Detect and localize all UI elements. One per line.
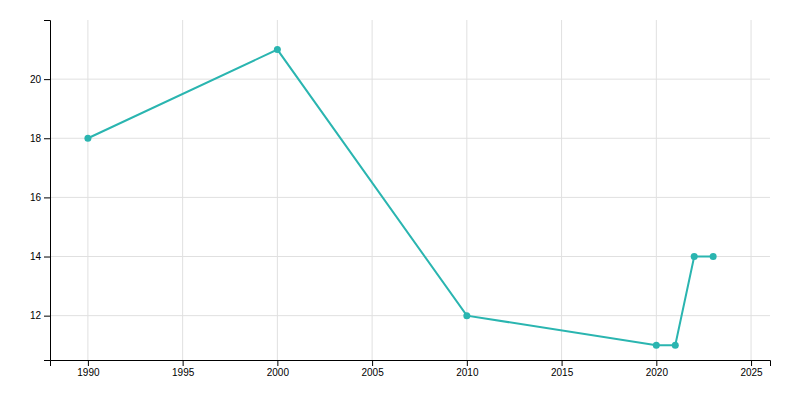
grid-line-y — [50, 315, 770, 316]
x-axis-line — [51, 361, 771, 367]
point — [653, 342, 660, 349]
y-tick-mark — [44, 197, 50, 198]
point — [274, 46, 281, 53]
x-tick: 2015 — [551, 360, 574, 378]
y-tick: 16 — [30, 192, 50, 203]
x-tick-label: 2005 — [361, 367, 384, 378]
point — [710, 253, 717, 260]
grid-line-x — [277, 20, 278, 360]
x-axis: 1990 1995 2000 2005 2010 2015 2020 2025 — [51, 360, 771, 378]
x-tick-label: 2010 — [456, 367, 479, 378]
x-tick-label: 2025 — [740, 367, 763, 378]
x-tick-label: 2000 — [267, 367, 290, 378]
x-tick-mark — [562, 360, 563, 366]
x-tick-mark — [277, 360, 278, 366]
grid-line-x — [372, 20, 373, 360]
y-tick: 18 — [30, 133, 50, 144]
x-tick-mark — [183, 360, 184, 366]
y-tick-mark — [44, 79, 50, 80]
y-axis: 12 14 16 18 20 — [30, 21, 51, 361]
x-tick: 2020 — [646, 360, 669, 378]
point — [691, 253, 698, 260]
chart-svg: 1990 1995 2000 2005 2010 2015 2020 2025 12 14 16 18… — [0, 0, 800, 400]
grid-line-x — [182, 20, 183, 360]
grid-line-y — [50, 79, 770, 80]
chart-container: 1990 1995 2000 2005 2010 2015 2020 2025 12 14 16 18… — [0, 0, 800, 400]
line — [88, 50, 713, 346]
x-tick: 2025 — [740, 360, 763, 378]
x-tick-label: 1995 — [172, 367, 195, 378]
point — [672, 342, 679, 349]
y-axis-line — [44, 21, 51, 361]
marks — [84, 46, 716, 349]
grid-line-x — [656, 20, 657, 360]
x-tick-mark — [372, 360, 373, 366]
y-tick-label: 16 — [30, 192, 42, 203]
y-tick: 14 — [30, 251, 50, 262]
grid-line-x — [87, 20, 88, 360]
x-tick-label: 2020 — [646, 367, 669, 378]
x-tick: 1990 — [77, 360, 100, 378]
x-tick: 1995 — [172, 360, 195, 378]
y-tick-mark — [44, 138, 50, 139]
grid-line-y — [50, 138, 770, 139]
x-tick: 2000 — [267, 360, 290, 378]
y-tick-label: 12 — [30, 310, 42, 321]
point — [84, 135, 91, 142]
grid-line-x — [466, 20, 467, 360]
x-tick-label: 1990 — [77, 367, 100, 378]
y-tick-label: 18 — [30, 133, 42, 144]
y-tick-label: 20 — [30, 74, 42, 85]
point — [463, 312, 470, 319]
grid-line-y — [50, 256, 770, 257]
y-tick: 20 — [30, 74, 50, 85]
y-tick: 12 — [30, 310, 50, 321]
x-tick-mark — [656, 360, 657, 366]
x-tick-mark — [88, 360, 89, 366]
x-tick-label: 2015 — [551, 367, 574, 378]
plot-area: 1990 1995 2000 2005 2010 2015 2020 2025 12 14 16 18… — [30, 20, 771, 378]
grid — [50, 20, 770, 360]
grid-line-x — [751, 20, 752, 360]
x-tick: 2010 — [456, 360, 479, 378]
grid-line-y — [50, 197, 770, 198]
x-tick-mark — [751, 360, 752, 366]
y-tick-label: 14 — [30, 251, 42, 262]
grid-line-x — [561, 20, 562, 360]
y-tick-mark — [44, 316, 50, 317]
x-tick: 2005 — [361, 360, 384, 378]
x-tick-mark — [467, 360, 468, 366]
y-tick-mark — [44, 257, 50, 258]
